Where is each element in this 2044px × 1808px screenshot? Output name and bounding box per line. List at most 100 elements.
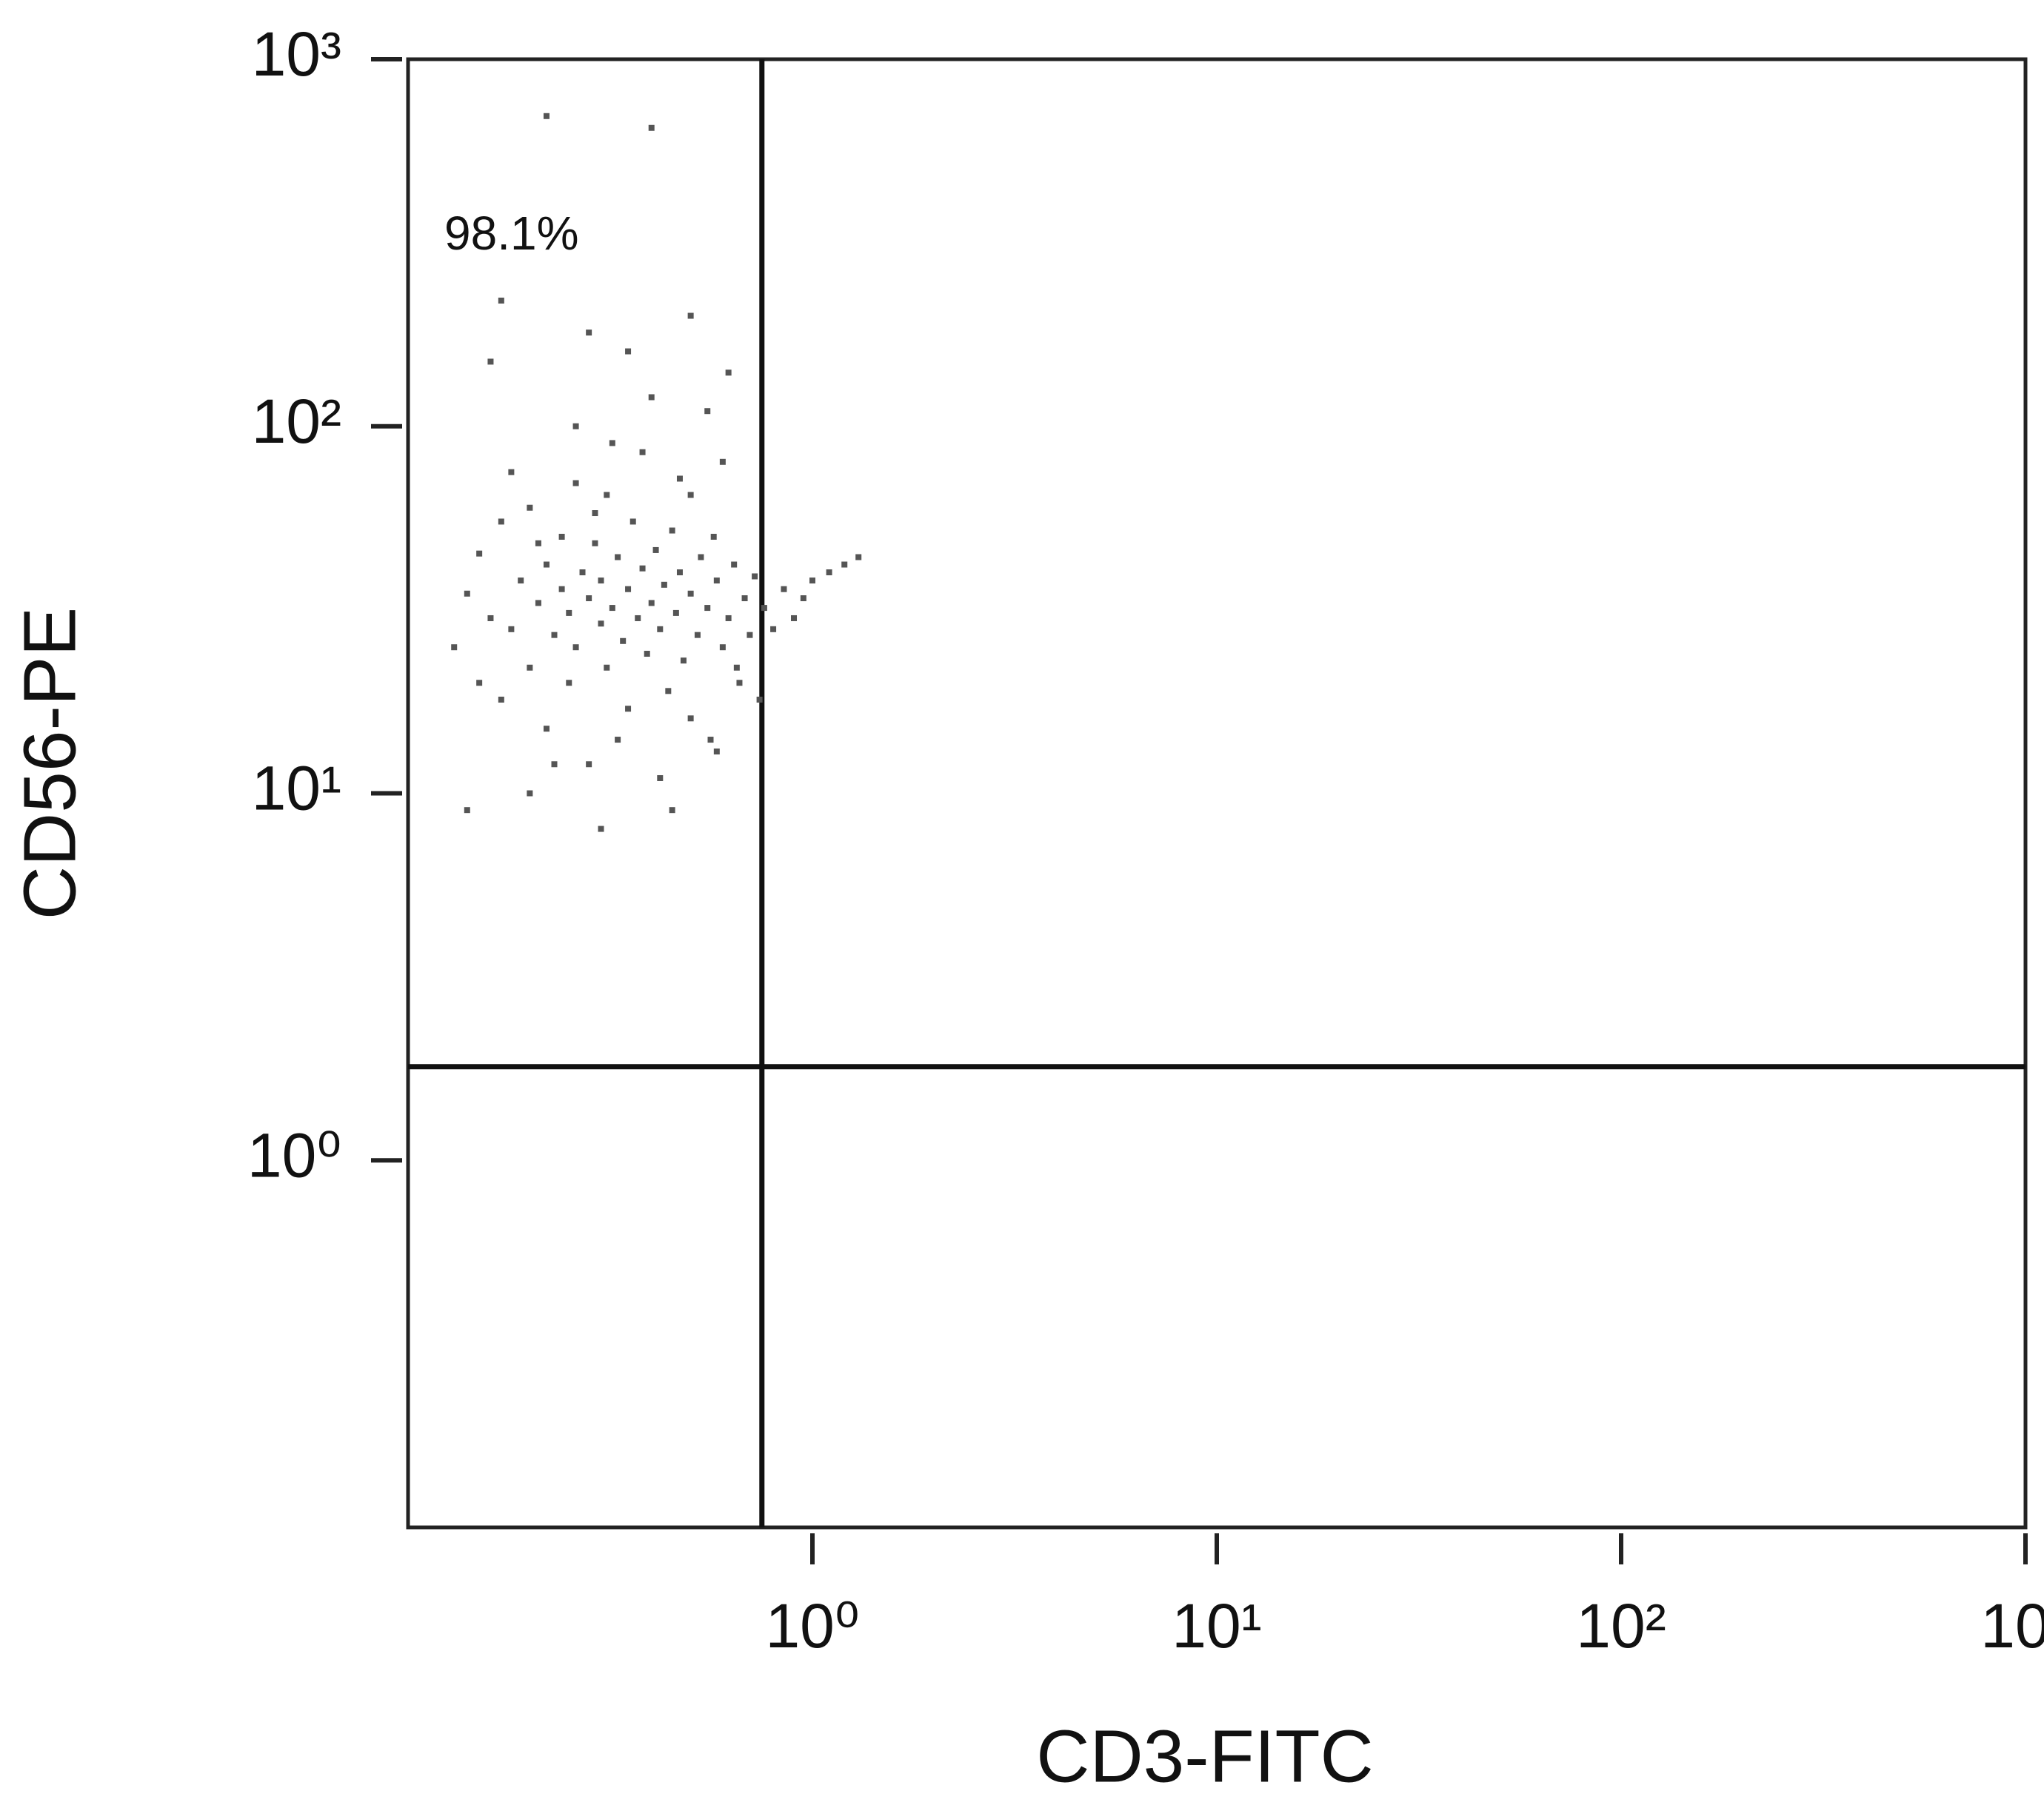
event-dot: [527, 504, 533, 511]
event-dot: [527, 790, 533, 797]
event-dot: [826, 569, 832, 576]
event-dot: [543, 561, 550, 568]
x-tick-label: 10²: [1576, 1591, 1666, 1661]
event-dot: [694, 632, 701, 638]
event-dot: [704, 408, 711, 415]
event-dot: [809, 577, 815, 584]
event-dot: [657, 774, 664, 781]
event-dot: [598, 620, 604, 627]
event-dot: [558, 533, 565, 540]
plot-frame: [406, 57, 2028, 1530]
event-dot: [592, 510, 598, 517]
event-dot: [498, 696, 504, 703]
event-dot: [572, 423, 579, 429]
event-dot: [644, 651, 650, 657]
event-dot: [710, 533, 717, 540]
y-tick-label: 10⁰: [247, 1120, 341, 1190]
event-dot: [476, 680, 483, 686]
y-tick-label: 10²: [252, 386, 341, 456]
event-dot: [609, 605, 615, 612]
event-dot: [615, 554, 621, 560]
quadrant-percentage: 98.1%: [444, 207, 578, 260]
event-dot: [476, 550, 483, 557]
x-tick-label: 10⁰: [765, 1591, 859, 1661]
event-dot: [672, 609, 679, 616]
event-dot: [800, 595, 806, 602]
event-dot: [669, 807, 675, 814]
event-dot: [464, 807, 470, 814]
event-dot: [731, 561, 738, 568]
event-dot: [661, 581, 667, 588]
event-dot: [747, 632, 753, 638]
event-dot: [639, 449, 646, 455]
event-dot: [761, 605, 767, 612]
event-dot: [687, 715, 694, 722]
event-dot: [639, 565, 646, 572]
event-dot: [625, 348, 632, 355]
event-dot: [543, 726, 550, 732]
y-tick-label: 10¹: [252, 754, 341, 823]
event-dot: [698, 554, 704, 560]
event-dot: [592, 540, 598, 546]
event-dot: [719, 458, 726, 465]
event-dot: [680, 657, 687, 664]
event-dot: [487, 615, 494, 621]
event-dot: [770, 626, 777, 632]
event-dot: [558, 586, 565, 592]
event-dot: [629, 518, 636, 525]
event-dot: [841, 561, 848, 568]
event-dot: [572, 644, 579, 651]
event-dot: [635, 615, 641, 621]
event-dot: [498, 297, 504, 304]
event-dot: [598, 577, 604, 584]
event-dot: [781, 586, 787, 592]
event-dot: [719, 644, 726, 651]
event-dot: [464, 590, 470, 597]
event-dot: [551, 632, 558, 638]
event-dot: [451, 644, 458, 651]
event-dot: [657, 626, 664, 632]
event-dot: [741, 595, 748, 602]
event-dot: [615, 737, 621, 743]
event-dot: [687, 492, 694, 498]
event-dot: [713, 577, 720, 584]
event-dot: [687, 312, 694, 319]
event-dot: [704, 605, 711, 612]
event-dot: [566, 680, 572, 686]
event-dot: [725, 615, 732, 621]
event-dot: [648, 124, 655, 131]
event-dot: [648, 394, 655, 401]
event-dot: [733, 664, 740, 671]
event-dot: [604, 664, 610, 671]
event-dot: [551, 761, 558, 768]
event-dot: [707, 737, 714, 743]
event-dot: [598, 826, 604, 832]
event-dot: [669, 527, 675, 534]
event-dot: [498, 518, 504, 525]
event-dot: [625, 706, 632, 712]
y-axis-title: CD56-PE: [8, 607, 91, 920]
event-dot: [604, 492, 610, 498]
x-axis-title: CD3-FITC: [1036, 1715, 1374, 1798]
event-dot: [736, 680, 743, 686]
event-dot: [625, 586, 632, 592]
event-dot: [620, 637, 627, 644]
event-dot: [648, 600, 655, 606]
event-dot: [508, 626, 515, 632]
event-dot: [518, 577, 524, 584]
event-dot: [487, 358, 494, 365]
event-dot: [687, 590, 694, 597]
event-dot: [725, 369, 732, 376]
event-dot: [535, 600, 541, 606]
event-dot: [855, 554, 862, 560]
event-dot: [676, 569, 683, 576]
event-dot: [586, 761, 592, 768]
event-dot: [566, 609, 572, 616]
event-dot: [665, 688, 672, 694]
event-dot: [586, 329, 592, 336]
event-dot: [579, 569, 586, 576]
x-tick-label: 10³: [1980, 1591, 2044, 1661]
event-dot: [609, 440, 615, 446]
event-dot: [572, 480, 579, 486]
x-tick-label: 10¹: [1172, 1591, 1261, 1661]
